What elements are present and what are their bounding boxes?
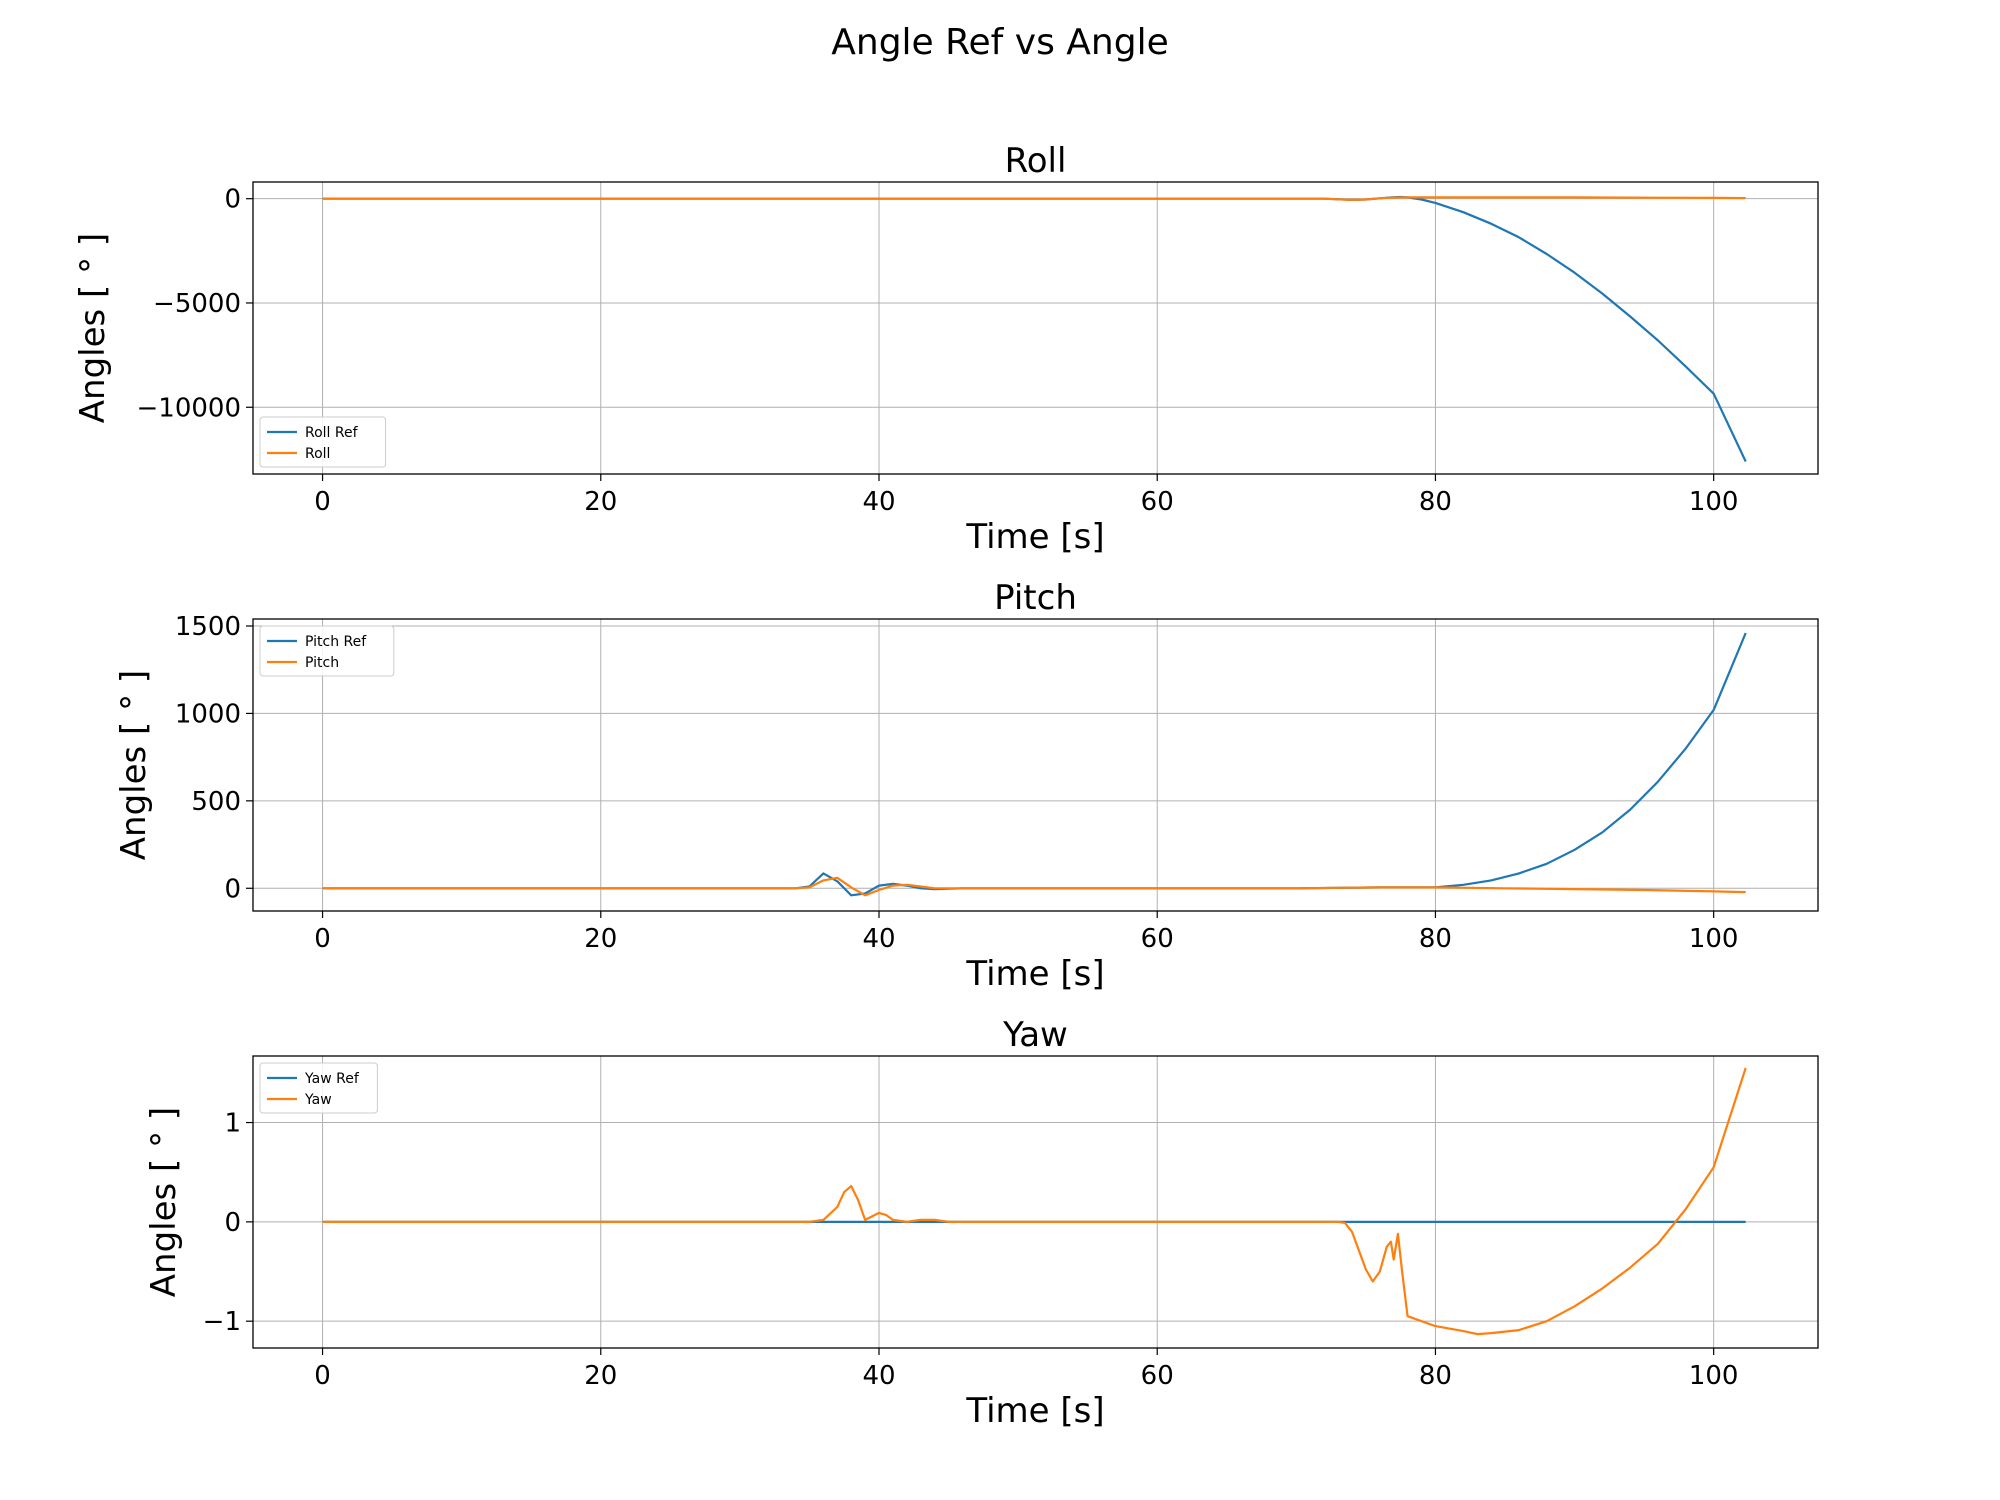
y-tick-label: 0 (224, 185, 241, 215)
subplot-title: Pitch (994, 578, 1077, 618)
legend-box (259, 1062, 378, 1114)
y-tick-label: −5000 (153, 289, 241, 319)
legend-box (259, 416, 387, 468)
x-tick-label: 80 (1419, 924, 1452, 954)
subplot-roll: 0 20 40 60 80 100 −10000 −5000 0 Roll Time [s] Angl… (73, 141, 1819, 557)
legend-label: Yaw (304, 1092, 332, 1108)
figure-title: Angle Ref vs Angle (831, 22, 1169, 63)
series-line-1 (322, 196, 1746, 201)
axes-frame (252, 618, 1819, 912)
axes-frame (252, 181, 1819, 475)
x-tick-label: 40 (862, 487, 895, 517)
x-tick-label: 100 (1689, 924, 1739, 954)
axes-frame (252, 1055, 1819, 1349)
x-tick-label: 0 (314, 924, 331, 954)
x-tick-label: 80 (1419, 487, 1452, 517)
legend-label: Pitch (305, 655, 339, 671)
legend-label: Pitch Ref (305, 634, 367, 650)
x-tick-label: 0 (314, 1361, 331, 1391)
y-tick-label: 0 (224, 1208, 241, 1238)
subplot-yaw: 0 20 40 60 80 100 −1 0 1 Yaw Time [s] Angles [ ° ] Y… (144, 1015, 1819, 1431)
subplot-title: Roll (1005, 141, 1067, 181)
x-tick-label: 60 (1141, 924, 1174, 954)
legend-box (259, 625, 395, 677)
x-tick-label: 60 (1141, 1361, 1174, 1391)
y-tick-label: −1 (203, 1307, 241, 1337)
y-axis-label: Angles [ ° ] (114, 670, 154, 860)
y-axis-label: Angles [ ° ] (73, 233, 113, 423)
series-line-1 (322, 876, 1746, 897)
legend: Pitch Ref Pitch (259, 625, 395, 677)
x-axis-label: Time [s] (965, 517, 1104, 557)
legend-label: Roll Ref (305, 425, 359, 441)
x-tick-label: 60 (1141, 487, 1174, 517)
y-tick-label: 1000 (175, 699, 241, 729)
y-axis-label: Angles [ ° ] (144, 1107, 184, 1297)
y-tick-label: 1500 (175, 612, 241, 642)
x-axis-label: Time [s] (965, 954, 1104, 994)
series-line-0 (322, 195, 1747, 462)
x-tick-label: 20 (584, 487, 617, 517)
legend: Roll Ref Roll (259, 416, 387, 468)
y-tick-label: −10000 (137, 393, 242, 423)
legend: Yaw Ref Yaw (259, 1062, 378, 1114)
x-tick-label: 40 (862, 1361, 895, 1391)
subplot-title: Yaw (1002, 1015, 1068, 1055)
x-tick-label: 100 (1689, 1361, 1739, 1391)
x-axis-label: Time [s] (965, 1391, 1104, 1431)
x-tick-label: 80 (1419, 1361, 1452, 1391)
x-tick-label: 100 (1689, 487, 1739, 517)
legend-label: Roll (305, 446, 330, 462)
y-tick-label: 1 (224, 1109, 241, 1139)
series-line-0 (322, 632, 1747, 897)
x-tick-label: 20 (584, 1361, 617, 1391)
legend-label: Yaw Ref (304, 1071, 360, 1087)
x-tick-label: 20 (584, 924, 617, 954)
y-tick-label: 500 (191, 787, 241, 817)
series-line-1 (322, 1067, 1747, 1336)
x-tick-label: 0 (314, 487, 331, 517)
y-tick-label: 0 (224, 874, 241, 904)
x-tick-label: 40 (862, 924, 895, 954)
